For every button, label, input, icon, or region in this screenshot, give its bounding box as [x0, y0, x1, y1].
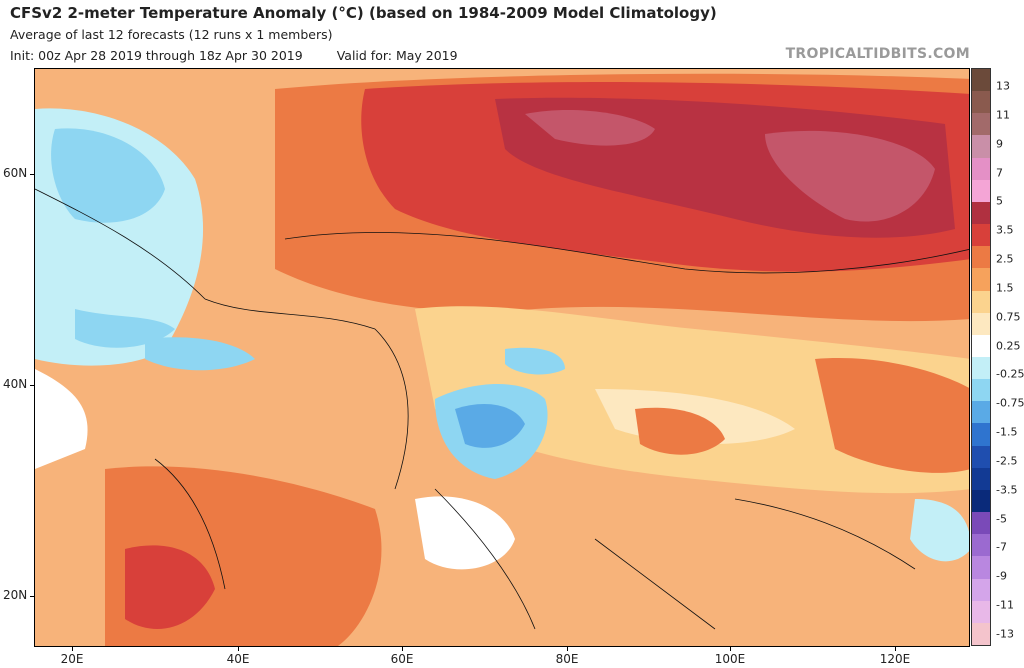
colorbar-label: -13 [996, 627, 1014, 641]
anomaly-region-black-sea [145, 337, 255, 371]
colorbar-label: 7 [996, 166, 1003, 180]
anomaly-region-scandinavia [51, 128, 165, 223]
colorbar-label: 13 [996, 79, 1010, 93]
anomaly-maximum-east [765, 130, 935, 222]
colorbar-swatch [972, 357, 990, 380]
colorbar-swatch [972, 467, 990, 491]
colorbar-label: 1.5 [996, 281, 1014, 295]
colorbar-label: 2.5 [996, 252, 1014, 266]
lat-label-60n: 60N [3, 166, 28, 180]
colorbar-swatch [972, 534, 990, 557]
colorbar-swatch [972, 91, 990, 114]
colorbar-swatch [972, 290, 990, 314]
anomaly-maximum-sahara [125, 545, 215, 629]
colorbar-swatch [972, 246, 990, 269]
colorbar-label: 5 [996, 194, 1003, 208]
colorbar-label: -9 [996, 569, 1007, 583]
colorbar-swatch [972, 334, 990, 358]
colorbar-label: 0.75 [996, 310, 1021, 324]
colorbar-label: -11 [996, 598, 1014, 612]
lat-tick-40n [30, 385, 34, 386]
site-watermark: TROPICALTIDBITS.COM [785, 46, 970, 62]
colorbar-swatch [972, 379, 990, 402]
colorbar-swatch [972, 556, 990, 580]
anomaly-minimum-afghanistan [455, 404, 525, 448]
anomaly-map [34, 68, 970, 647]
colorbar-swatch [972, 224, 990, 247]
colorbar-swatch [972, 268, 990, 292]
lat-tick-60n [30, 174, 34, 175]
lon-label-40e: 40E [226, 652, 250, 666]
anomaly-region-tian-shan [505, 347, 565, 375]
anomaly-region-east-china [910, 499, 969, 562]
anomaly-neutral-greece [35, 369, 88, 469]
colorbar-swatch [972, 113, 990, 136]
colorbar-swatch [972, 157, 990, 181]
colorbar-swatch [972, 445, 990, 469]
colorbar-label: -1.5 [996, 425, 1018, 439]
lon-tick-60e [402, 647, 403, 651]
lon-label-120e: 120E [879, 652, 911, 666]
colorbar-label: 0.25 [996, 339, 1021, 353]
colorbar-swatch [972, 423, 990, 447]
colorbar-label: -7 [996, 540, 1007, 554]
colorbar-swatch [972, 135, 990, 159]
colorbar-label: -0.75 [996, 396, 1024, 410]
anomaly-maximum-west [525, 109, 655, 146]
lon-tick-40e [238, 647, 239, 651]
lon-label-80e: 80E [555, 652, 579, 666]
lat-label-40n: 40N [3, 377, 28, 391]
colorbar-swatch [972, 622, 990, 646]
colorbar-swatch [972, 312, 990, 336]
colorbar-label: -3.5 [996, 483, 1018, 497]
colorbar-swatch [972, 600, 990, 624]
lon-tick-20e [72, 647, 73, 651]
lon-label-100e: 100E [714, 652, 746, 666]
lon-tick-80e [567, 647, 568, 651]
colorbar-label: 9 [996, 137, 1003, 151]
colorbar-label: -0.25 [996, 367, 1024, 381]
colorbar-swatch [972, 512, 990, 535]
colorbar-label: -2.5 [996, 454, 1018, 468]
valid-text: Valid for: May 2019 [336, 48, 458, 63]
lon-label-60e: 60E [390, 652, 414, 666]
lon-tick-120e [895, 647, 896, 651]
map-subtitle: Average of last 12 forecasts (12 runs x … [10, 27, 333, 42]
init-line: Init: 00z Apr 28 2019 through 18z Apr 30… [10, 48, 458, 63]
lon-label-20e: 20E [60, 652, 84, 666]
colorbar-label: -5 [996, 512, 1007, 526]
colorbar-swatch [972, 179, 990, 203]
init-text: Init: 00z Apr 28 2019 through 18z Apr 30… [10, 48, 303, 63]
anomaly-region-north-china [815, 358, 969, 473]
colorbar-label: 11 [996, 108, 1010, 122]
lat-label-20n: 20N [3, 588, 28, 602]
map-title: CFSv2 2-meter Temperature Anomaly (°C) (… [10, 4, 717, 22]
colorbar-label: 3.5 [996, 223, 1014, 237]
anomaly-map-svg [35, 69, 969, 646]
colorbar-swatch [972, 401, 990, 424]
colorbar-swatch [972, 201, 990, 225]
lat-tick-20n [30, 596, 34, 597]
colorbar-swatch [972, 69, 990, 92]
colorbar [971, 68, 991, 646]
anomaly-region-eastern-europe [75, 309, 175, 348]
lon-tick-100e [730, 647, 731, 651]
border-lines [35, 188, 969, 630]
anomaly-region-tibet-warm [635, 407, 725, 455]
colorbar-swatch [972, 489, 990, 513]
colorbar-swatch [972, 578, 990, 602]
